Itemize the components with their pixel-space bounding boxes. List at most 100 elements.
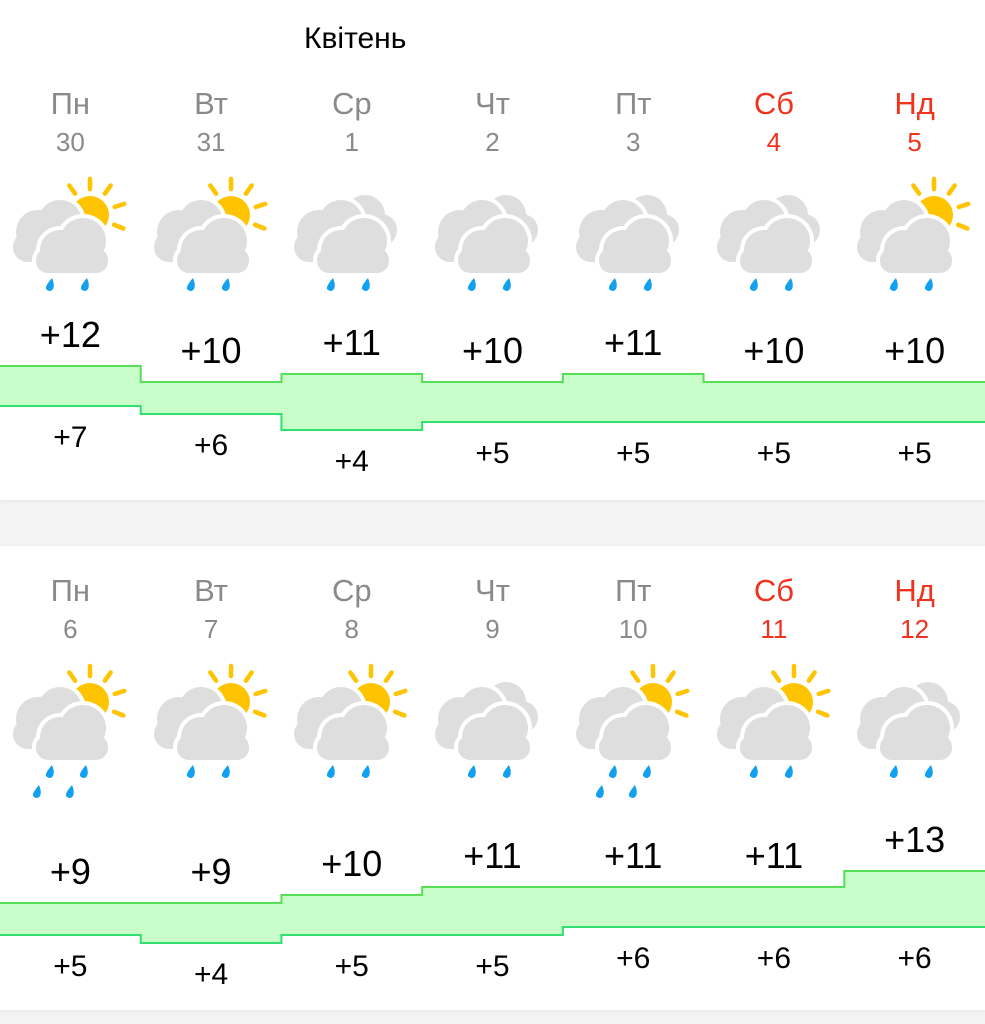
- low-temp-line: [0, 926, 985, 944]
- temp-range-bar: [281, 895, 423, 935]
- day-date: 5: [907, 127, 922, 157]
- temp-range-bar: [140, 903, 282, 943]
- cloudy-rain-icon: [290, 195, 398, 291]
- day-date: 3: [625, 127, 641, 157]
- day-date: 12: [900, 614, 930, 644]
- day-date: 8: [344, 614, 359, 644]
- low-temp: +6: [616, 942, 651, 975]
- high-temp: +10: [321, 843, 383, 884]
- day-date: 11: [760, 614, 788, 644]
- high-temp: +11: [463, 835, 522, 876]
- high-temp: +10: [180, 330, 242, 371]
- week-row: Пн 30 +12 +7 Вт 31 +10 +6 Ср 1 +11 +4 Чт 2 …: [0, 0, 985, 500]
- high-temp-line: [0, 870, 985, 904]
- low-temp: +5: [897, 437, 932, 470]
- low-temp: +5: [334, 950, 369, 983]
- low-temp: +4: [193, 958, 229, 991]
- day-column[interactable]: Пн 6 +9 +5: [0, 487, 141, 987]
- temp-range-bar: [140, 382, 282, 414]
- day-name: Пт: [614, 573, 652, 608]
- temp-range-bar: [422, 887, 564, 935]
- day-date: 10: [618, 614, 648, 644]
- high-temp: +10: [461, 330, 524, 371]
- sun-cloud-rain-icon: [853, 176, 971, 291]
- day-name: Чт: [475, 86, 510, 121]
- sun-cloud-rain-icon: [149, 176, 268, 291]
- temp-range-bar: [703, 382, 845, 422]
- sun-cloud-heavy-rain-icon: [9, 663, 127, 798]
- day-name: Сб: [753, 86, 794, 121]
- high-temp: +11: [603, 835, 663, 876]
- day-name: Вт: [194, 573, 228, 608]
- cloudy-rain-icon: [431, 682, 539, 778]
- temp-range-bar: [844, 382, 985, 422]
- cloudy-rain-icon: [712, 195, 820, 291]
- day-name: Ср: [331, 86, 372, 121]
- low-temp: +5: [616, 437, 651, 470]
- low-temp: +6: [897, 942, 932, 975]
- temp-range-bar: [422, 382, 564, 422]
- low-temp: +5: [53, 950, 88, 983]
- day-name: Вт: [194, 86, 228, 121]
- temp-range-bar: [0, 903, 142, 935]
- cloudy-rain-icon: [853, 682, 961, 778]
- day-column[interactable]: Ср 8 +10 +5: [281, 487, 422, 987]
- day-column[interactable]: Чт 9 +11 +5: [422, 487, 563, 987]
- temp-range-bar: [0, 366, 142, 406]
- day-column[interactable]: Вт 31 +10 +6: [141, 0, 282, 500]
- day-name: Пн: [50, 86, 91, 121]
- low-temp: +5: [475, 437, 510, 470]
- high-temp: +13: [884, 819, 946, 860]
- day-name: Чт: [475, 573, 510, 608]
- day-column[interactable]: Пт 10 +11 +6: [563, 487, 704, 987]
- week-row: Пн 6 +9 +5 Вт 7 +9 +4 Ср 8 +10 +5 Чт 9 +11 …: [0, 487, 985, 991]
- sun-cloud-rain-icon: [149, 663, 268, 778]
- low-temp: +7: [53, 421, 88, 454]
- sun-cloud-rain-icon: [9, 176, 127, 291]
- day-column[interactable]: Вт 7 +9 +4: [141, 487, 282, 991]
- cloudy-rain-icon: [431, 195, 539, 291]
- temp-range-bar: [844, 871, 985, 927]
- temp-range-bar: [562, 887, 705, 927]
- high-temp: +11: [603, 322, 663, 363]
- day-column[interactable]: Сб 11 +11 +6: [704, 487, 845, 987]
- day-column[interactable]: Ср 1 +11 +4: [281, 0, 422, 500]
- day-date: 7: [203, 614, 219, 644]
- sun-cloud-rain-icon: [712, 663, 831, 778]
- high-temp: +11: [744, 835, 804, 876]
- day-column[interactable]: Чт 2 +10 +5: [422, 0, 563, 500]
- day-column[interactable]: Нд 5 +10 +5: [844, 0, 985, 500]
- day-column[interactable]: Сб 4 +10 +5: [704, 0, 845, 500]
- high-temp: +9: [49, 851, 91, 892]
- low-temp: +5: [475, 950, 510, 983]
- high-temp: +12: [39, 314, 101, 355]
- sun-cloud-rain-icon: [290, 663, 408, 778]
- day-date: 1: [344, 127, 359, 157]
- low-temp-line: [0, 405, 985, 431]
- temperature-band: [0, 870, 985, 944]
- day-column[interactable]: Пт 3 +11 +5: [563, 0, 704, 500]
- temperature-band: [0, 365, 985, 431]
- high-temp: +10: [743, 330, 805, 371]
- day-name: Ср: [331, 573, 372, 608]
- low-temp: +5: [756, 437, 792, 470]
- day-date: 4: [766, 127, 782, 157]
- day-date: 31: [196, 127, 226, 157]
- day-column[interactable]: Пн 30 +12 +7: [0, 0, 141, 500]
- day-date: 2: [485, 127, 500, 157]
- day-name: Нд: [894, 86, 935, 121]
- low-temp: +4: [334, 445, 369, 478]
- day-name: Нд: [894, 573, 935, 608]
- temp-range-bar: [562, 374, 705, 422]
- low-temp: +6: [756, 942, 792, 975]
- low-temp: +6: [193, 429, 229, 462]
- day-column[interactable]: Нд 12 +13 +6: [844, 487, 985, 987]
- month-title: Квітень: [304, 22, 407, 55]
- cloudy-rain-icon: [571, 195, 679, 291]
- day-date: 30: [55, 127, 85, 157]
- high-temp: +11: [322, 322, 381, 363]
- high-temp: +9: [190, 851, 232, 892]
- day-date: 6: [63, 614, 78, 644]
- day-name: Сб: [753, 573, 794, 608]
- sun-cloud-heavy-rain-icon: [571, 663, 690, 798]
